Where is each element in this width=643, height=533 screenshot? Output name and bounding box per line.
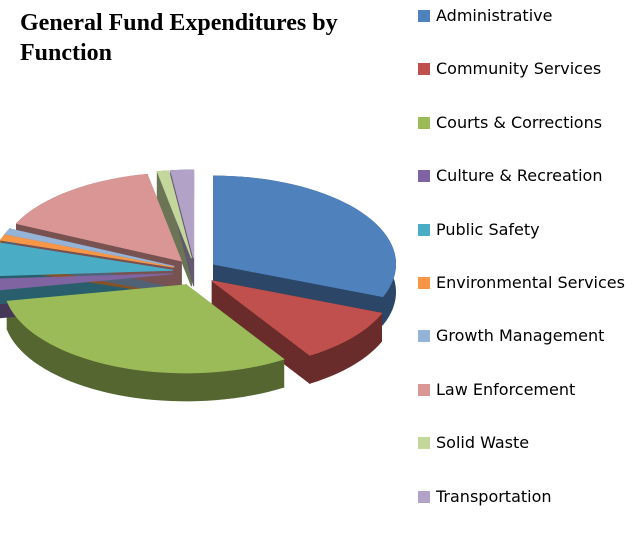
pie-slice xyxy=(211,280,383,356)
pie-slice xyxy=(156,170,192,259)
legend-item: Public Safety xyxy=(418,219,636,241)
legend-label: Public Safety xyxy=(436,219,540,239)
legend-swatch xyxy=(418,170,430,183)
legend-label: Transportation xyxy=(436,486,552,506)
legend-swatch xyxy=(418,437,430,450)
legend-item: Courts & Corrections xyxy=(418,112,636,134)
pie-slice xyxy=(15,173,183,262)
legend-swatch xyxy=(418,10,430,22)
legend-swatch xyxy=(418,116,430,129)
pie-slice xyxy=(6,284,285,374)
legend-label: Growth Management xyxy=(436,326,605,346)
legend-item: Environmental Services xyxy=(418,272,636,294)
legend-label: Culture & Recreation xyxy=(436,166,603,186)
legend-swatch xyxy=(418,223,430,236)
legend-swatch xyxy=(418,63,430,76)
legend-swatch xyxy=(418,383,430,396)
legend-item: Growth Management xyxy=(418,325,636,347)
pie-slice xyxy=(0,273,173,291)
legend-item: Law Enforcement xyxy=(418,379,636,401)
pie-slice xyxy=(0,242,173,277)
legend-label: Administrative xyxy=(436,6,553,25)
legend-label: Environmental Services xyxy=(436,273,625,292)
pie-slice xyxy=(4,228,175,267)
pie-slice xyxy=(170,169,195,259)
legend-item: Culture & Recreation xyxy=(418,165,636,187)
chart-title: General Fund Expenditures by Function xyxy=(20,10,338,66)
legend-label: Solid Waste xyxy=(436,433,530,453)
pie-slice xyxy=(213,175,396,298)
legend-swatch xyxy=(418,330,430,343)
legend-swatch xyxy=(418,490,430,503)
legend: Administrative Community Services Courts &… xyxy=(418,0,643,533)
legend-item: Community Services xyxy=(418,58,636,80)
legend-label: Law Enforcement xyxy=(436,379,576,399)
pie-chart xyxy=(0,169,396,402)
legend-item: Solid Waste xyxy=(418,432,636,454)
legend-item: Administrative xyxy=(418,5,636,27)
pie-slice xyxy=(0,234,175,268)
legend-label: Courts & Corrections xyxy=(436,112,603,132)
legend-label: Community Services xyxy=(436,59,602,79)
legend-item: Transportation xyxy=(418,486,636,508)
legend-swatch xyxy=(418,277,430,289)
